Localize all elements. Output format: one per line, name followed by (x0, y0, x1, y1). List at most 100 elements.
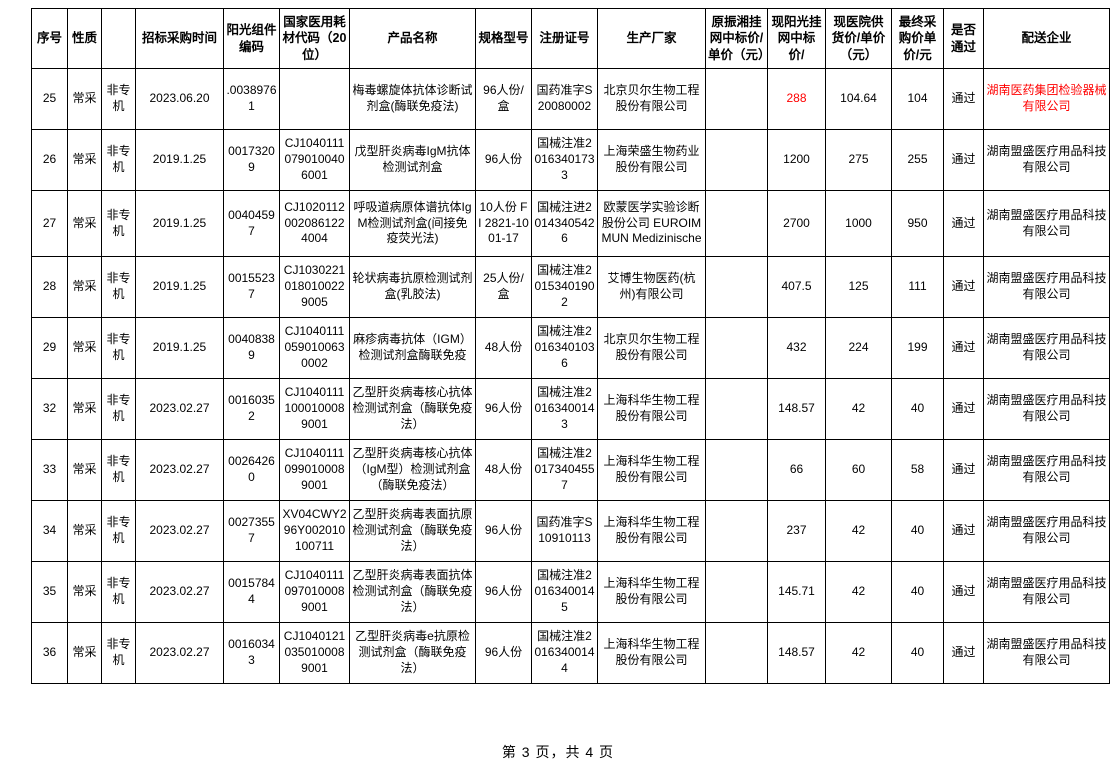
table-cell: 常采 (67, 378, 102, 440)
table-cell: 255 (891, 129, 944, 191)
table-cell: 00264260 (223, 439, 280, 501)
table-row: 34 常采 非专机 2023.02.27 00273557 XV04CWY296Y0020… (31, 500, 1110, 562)
table-cell: 北京贝尔生物工程股份有限公司 (597, 317, 706, 379)
table-cell: 2023.02.27 (135, 439, 224, 501)
table-cell: 48人份 (475, 439, 532, 501)
table-cell (705, 561, 768, 623)
table-cell: 湖南盟盛医疗用品科技有限公司 (983, 256, 1110, 318)
table-cell: 148.57 (767, 378, 826, 440)
table-cell: 237 (767, 500, 826, 562)
table-cell: 224 (825, 317, 892, 379)
table-cell: 104.64 (825, 68, 892, 130)
table-cell: 乙型肝炎病毒核心抗体检测试剂盒（酶联免疫法） (349, 378, 476, 440)
table-cell: 湖南盟盛医疗用品科技有限公司 (983, 129, 1110, 191)
table-row: 26 常采 非专机 2019.1.25 00173209 CJ10401110790100… (31, 129, 1110, 191)
table-cell: 1000 (825, 190, 892, 257)
table-cell: 2023.02.27 (135, 622, 224, 684)
table-cell: 407.5 (767, 256, 826, 318)
table-cell: 27 (31, 190, 68, 257)
table-cell: 96人份 (475, 500, 532, 562)
table-cell: 111 (891, 256, 944, 318)
table-cell: 2019.1.25 (135, 317, 224, 379)
column-header: 现医院供货价/单价（元） (825, 8, 892, 69)
table-cell: 非专机 (101, 561, 136, 623)
page-number-indicator: 第 3 页，共 4 页 (501, 744, 615, 760)
table-cell (705, 439, 768, 501)
table-cell: 艾博生物医药(杭州)有限公司 (597, 256, 706, 318)
table-cell: 60 (825, 439, 892, 501)
table-cell: 国械注准20163400144 (531, 622, 598, 684)
table-cell: 104 (891, 68, 944, 130)
table-cell: 28 (31, 256, 68, 318)
table-row: 36 常采 非专机 2023.02.27 00160343 CJ1040121035010… (31, 622, 1110, 684)
table-cell: 96人份 (475, 561, 532, 623)
table-cell: 湖南医药集团检验器械有限公司 (983, 68, 1110, 130)
table-cell: 非专机 (101, 378, 136, 440)
table-cell: 通过 (943, 190, 984, 257)
table-cell (705, 500, 768, 562)
table-cell: 00273557 (223, 500, 280, 562)
column-header: 产品名称 (349, 8, 476, 69)
table-cell: 通过 (943, 622, 984, 684)
table-cell (705, 190, 768, 257)
table-cell (279, 68, 350, 130)
column-header: 性质 (67, 8, 102, 69)
table-cell: 2019.1.25 (135, 190, 224, 257)
table-cell: 通过 (943, 256, 984, 318)
table-cell: 2700 (767, 190, 826, 257)
table-cell: 66 (767, 439, 826, 501)
table-cell: 上海科华生物工程股份有限公司 (597, 622, 706, 684)
table-cell: CJ10201120020861224004 (279, 190, 350, 257)
table-cell: 40 (891, 622, 944, 684)
table-cell: 非专机 (101, 256, 136, 318)
table-cell (705, 622, 768, 684)
table-cell: 35 (31, 561, 68, 623)
column-header (101, 8, 136, 69)
table-cell: 00404597 (223, 190, 280, 257)
table-cell: 96人份 (475, 622, 532, 684)
table-cell: 非专机 (101, 500, 136, 562)
table-cell: 国药准字S10910113 (531, 500, 598, 562)
table-cell: 湖南盟盛医疗用品科技有限公司 (983, 500, 1110, 562)
table-cell: 1200 (767, 129, 826, 191)
table-cell: 轮状病毒抗原检测试剂盒(乳胶法) (349, 256, 476, 318)
table-cell: 湖南盟盛医疗用品科技有限公司 (983, 317, 1110, 379)
table-cell: 常采 (67, 439, 102, 501)
table-cell: CJ10401110970100089001 (279, 561, 350, 623)
table-cell (705, 256, 768, 318)
table-cell: 40 (891, 378, 944, 440)
table-cell: CJ10302210180100229005 (279, 256, 350, 318)
table-cell: 湖南盟盛医疗用品科技有限公司 (983, 190, 1110, 257)
table-cell: 00160352 (223, 378, 280, 440)
table-cell: 戊型肝炎病毒IgM抗体检测试剂盒 (349, 129, 476, 191)
table-row: 33 常采 非专机 2023.02.27 00264260 CJ1040111099010… (31, 439, 1110, 501)
table-cell: 北京贝尔生物工程股份有限公司 (597, 68, 706, 130)
table-cell: XV04CWY296Y002010100711 (279, 500, 350, 562)
table-cell: 国械注准20163400145 (531, 561, 598, 623)
table-cell: 00157844 (223, 561, 280, 623)
table-cell: 非专机 (101, 190, 136, 257)
table-cell: 常采 (67, 68, 102, 130)
table-cell: 26 (31, 129, 68, 191)
table-row: 28 常采 非专机 2019.1.25 00155237 CJ10302210180100… (31, 256, 1110, 318)
table-cell: 非专机 (101, 622, 136, 684)
table-cell: 通过 (943, 439, 984, 501)
table-cell (705, 129, 768, 191)
table-row: 29 常采 非专机 2019.1.25 00408389 CJ10401110590100… (31, 317, 1110, 379)
table-cell: 常采 (67, 317, 102, 379)
table-row: 35 常采 非专机 2023.02.27 00157844 CJ1040111097010… (31, 561, 1110, 623)
column-header: 现阳光挂网中标价/ (767, 8, 826, 69)
table-cell: 常采 (67, 256, 102, 318)
table-cell: 欧蒙医学实验诊断股份公司 EUROIMMUN Medizinische (597, 190, 706, 257)
table-cell: 通过 (943, 317, 984, 379)
table-cell: 96人份 (475, 129, 532, 191)
table-cell: 湖南盟盛医疗用品科技有限公司 (983, 622, 1110, 684)
column-header: 是否通过 (943, 8, 984, 69)
table-cell (705, 317, 768, 379)
table-cell: 00173209 (223, 129, 280, 191)
table-cell (705, 68, 768, 130)
table-cell: 34 (31, 500, 68, 562)
table-cell: 199 (891, 317, 944, 379)
table-cell: 42 (825, 378, 892, 440)
table-cell: 950 (891, 190, 944, 257)
